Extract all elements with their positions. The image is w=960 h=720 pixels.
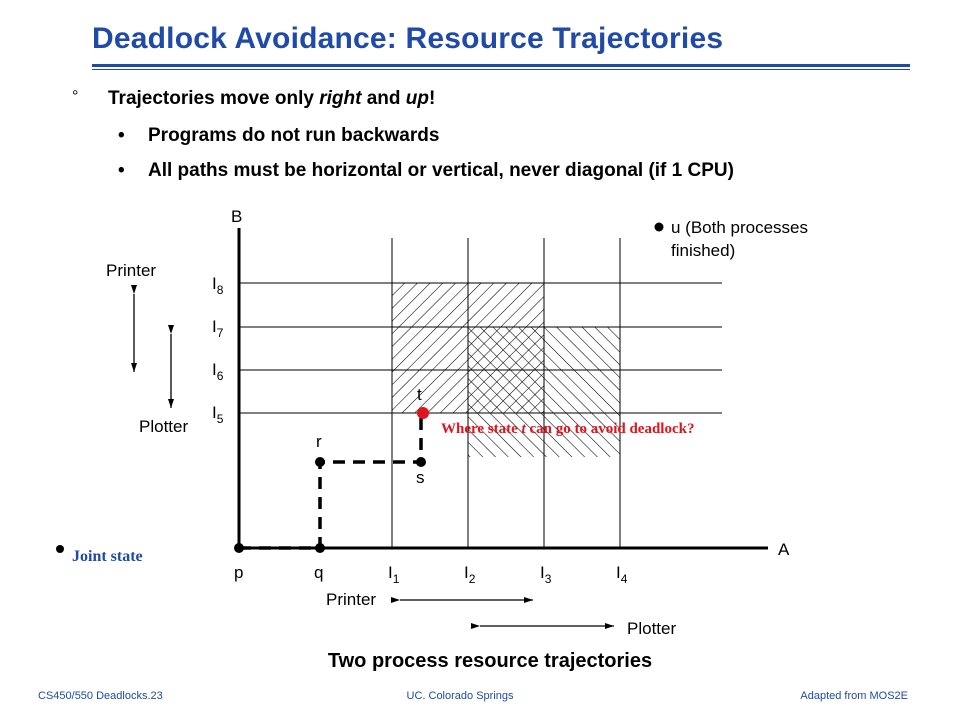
deadlock-question: Where state t can go to avoid deadlock? — [441, 421, 694, 437]
sub-bullet-text: Programs do not run backwards — [148, 125, 440, 146]
tick-q: q — [314, 563, 323, 582]
sub-bullet: • All paths must be horizontal or vertica… — [118, 160, 734, 182]
emphasis-up: up — [405, 88, 429, 109]
tick-I8: I8 — [212, 274, 224, 297]
point-r — [315, 457, 325, 467]
point-t — [417, 407, 429, 419]
sub-bullet: • Programs do not run backwards — [118, 125, 439, 147]
tick-I4: I4 — [616, 563, 628, 586]
left-plotter-label: Plotter — [139, 417, 188, 436]
bottom-plotter-label: Plotter — [627, 619, 676, 638]
point-labels: r s t — [316, 385, 425, 487]
grid-lines — [239, 238, 722, 548]
label-s: s — [416, 468, 425, 487]
sub-bullet-mark: • — [118, 160, 125, 181]
main-bullet-text: Trajectories move only right and up! — [108, 88, 435, 110]
tick-I2: I2 — [464, 563, 476, 586]
u-label-line1: u (Both processes — [671, 218, 808, 237]
joint-state-label: Joint state — [72, 548, 143, 565]
bullet-mark: ° — [72, 88, 79, 105]
joint-state-bullet — [56, 545, 64, 553]
tick-I3: I3 — [540, 563, 552, 586]
sub-bullet-text: All paths must be horizontal or vertical… — [148, 160, 734, 181]
footer-credit: Adapted from MOS2E — [800, 690, 908, 702]
tick-I6: I6 — [212, 360, 224, 383]
footer-course: CS450/550 Deadlocks.23 — [38, 690, 163, 702]
axis-a-label: A — [778, 540, 790, 559]
footer-university: UC. Colorado Springs — [406, 690, 514, 702]
main-bullet-text-part: ! — [428, 88, 436, 109]
point-q — [315, 543, 325, 553]
point-u — [654, 222, 664, 232]
emphasis-right: right — [319, 88, 362, 109]
bottom-printer-label: Printer — [326, 590, 376, 609]
tick-p: p — [234, 563, 243, 582]
tick-I1: I1 — [388, 563, 400, 586]
label-t: t — [417, 385, 422, 404]
y-tick-labels: I8 I7 I6 I5 — [212, 274, 224, 426]
tick-I7: I7 — [212, 317, 224, 340]
title-rule — [92, 64, 910, 67]
tick-I5: I5 — [212, 403, 224, 426]
point-p — [234, 543, 244, 553]
axis-b-label: B — [231, 207, 242, 226]
label-r: r — [316, 432, 322, 451]
figure-caption: Two process resource trajectories — [327, 650, 653, 672]
x-tick-labels: p q I1 I2 I3 I4 — [234, 563, 628, 586]
main-bullet-text-part: Trajectories move only — [108, 88, 320, 109]
point-s — [416, 457, 426, 467]
u-label-line2: finished) — [671, 241, 735, 260]
title-rule-thin — [92, 69, 910, 70]
trajectory-path — [239, 414, 423, 550]
main-bullet-text-part: and — [361, 88, 406, 109]
page-title: Deadlock Avoidance: Resource Trajectorie… — [92, 22, 724, 55]
sub-bullet-mark: • — [118, 125, 125, 146]
left-printer-label: Printer — [106, 261, 156, 280]
